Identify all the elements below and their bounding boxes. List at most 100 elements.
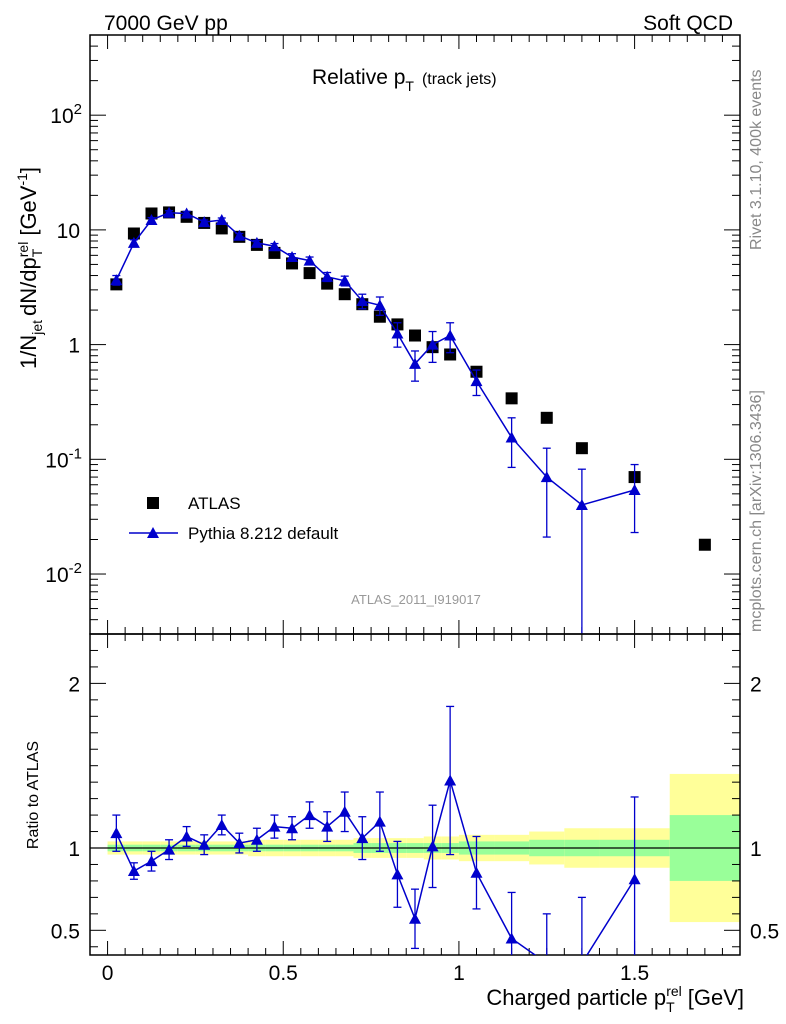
- pythia-point: [338, 274, 351, 286]
- ratio-y-tick-label-left: 0.5: [51, 920, 80, 943]
- pythia-point: [145, 213, 158, 225]
- atlas-point: [127, 227, 140, 240]
- chart-title-main: Relative p: [312, 66, 405, 89]
- y-label-part2: dN/dp: [16, 257, 41, 316]
- pythia-point: [180, 207, 193, 219]
- ratio-point: [391, 868, 404, 880]
- pythia-point: [215, 213, 228, 225]
- y-tick-label: 1: [68, 335, 80, 358]
- ratio-plot-frame: 0 0.5 1 1.5 0.5 0.5 1 1 2 2: [51, 35, 779, 985]
- y-tick-label: 10-2: [45, 560, 82, 587]
- ratio-point: [233, 837, 246, 849]
- legend: ATLAS Pythia 8.212 default: [129, 494, 339, 543]
- pythia-line: [115, 212, 635, 506]
- atlas-point: [268, 246, 281, 259]
- main-plot-series: [110, 206, 711, 634]
- analysis-tag: ATLAS_2011_I919017: [351, 592, 481, 607]
- side-label-top: Rivet 3.1.10, 400k events: [748, 69, 765, 250]
- legend-pythia-label: Pythia 8.212 default: [188, 524, 339, 543]
- ratio-plot-border: [89, 633, 741, 956]
- pythia-point: [628, 484, 641, 496]
- y-label-sub2: T: [29, 248, 45, 257]
- x-label-sup: rel: [666, 983, 682, 999]
- ratio-y-label: Ratio to ATLAS: [25, 741, 42, 849]
- pythia-point: [444, 329, 457, 341]
- atlas-point: [215, 222, 228, 235]
- atlas-point: [303, 267, 316, 280]
- legend-pythia-marker: [147, 527, 159, 538]
- header-right: Soft QCD: [643, 12, 733, 35]
- chart-title-sub: T: [405, 78, 414, 94]
- pythia-point: [426, 338, 439, 350]
- ratio-point: [338, 805, 351, 817]
- pythia-point: [233, 229, 246, 241]
- y-label-part1: 1/N: [16, 335, 41, 369]
- ratio-point: [444, 774, 457, 786]
- y-label-unit: [GeV: [16, 185, 41, 235]
- pythia-point: [373, 299, 386, 311]
- pythia-point: [470, 375, 483, 387]
- y-tick-label: 10: [57, 220, 80, 243]
- x-tick-label: 1.5: [620, 962, 649, 985]
- pythia-point: [409, 357, 421, 369]
- ratio-point: [198, 838, 211, 850]
- ratio-y-tick-label-right: 1: [750, 838, 762, 861]
- x-tick-label: 1: [453, 962, 465, 985]
- ratio-point: [268, 820, 281, 832]
- ratio-point: [426, 840, 439, 852]
- pythia-point: [127, 236, 140, 248]
- x-tick-label: 0.5: [269, 962, 298, 985]
- atlas-point: [409, 329, 421, 342]
- ratio-point: [110, 827, 123, 839]
- ratio-point: [321, 820, 334, 832]
- ratio-point: [303, 809, 316, 821]
- pythia-point: [268, 240, 281, 252]
- x-label-unit: [GeV]: [688, 985, 744, 1010]
- header-left: 7000 GeV pp: [104, 12, 228, 35]
- y-label-close: ]: [16, 167, 41, 173]
- pythia-point: [391, 327, 404, 339]
- ratio-point: [250, 833, 263, 845]
- ratio-plot-series: [110, 705, 641, 955]
- y-axis-label: 1/Njet dN/dpTrel [GeV-1]: [14, 167, 45, 369]
- atlas-point: [698, 538, 711, 551]
- x-label-sub: T: [666, 999, 675, 1015]
- ratio-y-tick-label-right: 2: [750, 673, 762, 696]
- ratio-y-tick-label-right: 0.5: [750, 920, 779, 943]
- atlas-point: [540, 411, 553, 424]
- ratio-point: [215, 818, 228, 830]
- side-label-bottom: mcplots.cern.ch [arXiv:1306.3436]: [748, 390, 765, 632]
- pythia-point: [163, 206, 176, 218]
- x-tick-label: 0: [102, 962, 114, 985]
- chart-title-suffix: (track jets): [422, 71, 497, 88]
- ratio-point: [409, 912, 421, 924]
- pythia-point: [303, 254, 316, 266]
- ratio-point: [127, 865, 140, 877]
- ratio-point: [356, 832, 369, 844]
- pythia-point: [505, 431, 518, 443]
- ratio-point: [470, 866, 483, 878]
- ratio-point: [373, 815, 386, 827]
- ratio-point: [628, 873, 641, 885]
- ratio-point: [180, 830, 193, 842]
- ratio-y-tick-label-left: 2: [68, 673, 80, 696]
- pythia-point: [356, 294, 369, 306]
- y-label-sup2: rel: [15, 242, 31, 258]
- atlas-point: [505, 392, 518, 405]
- chart-title: Relative pT (track jets): [312, 66, 497, 94]
- pythia-point: [540, 471, 553, 483]
- pythia-point: [110, 274, 123, 286]
- atlas-point: [373, 310, 386, 323]
- y-label-sub1: jet: [29, 320, 45, 336]
- ratio-point: [145, 855, 158, 867]
- y-tick-label: 10-1: [45, 445, 82, 472]
- atlas-point: [575, 442, 588, 455]
- atlas-point: [338, 288, 351, 301]
- y-label-unit-sup: -1: [14, 173, 30, 186]
- pythia-point: [321, 270, 334, 282]
- pythia-point: [250, 236, 263, 248]
- pythia-point: [286, 251, 299, 263]
- ratio-point: [163, 843, 176, 855]
- pythia-point: [575, 498, 588, 510]
